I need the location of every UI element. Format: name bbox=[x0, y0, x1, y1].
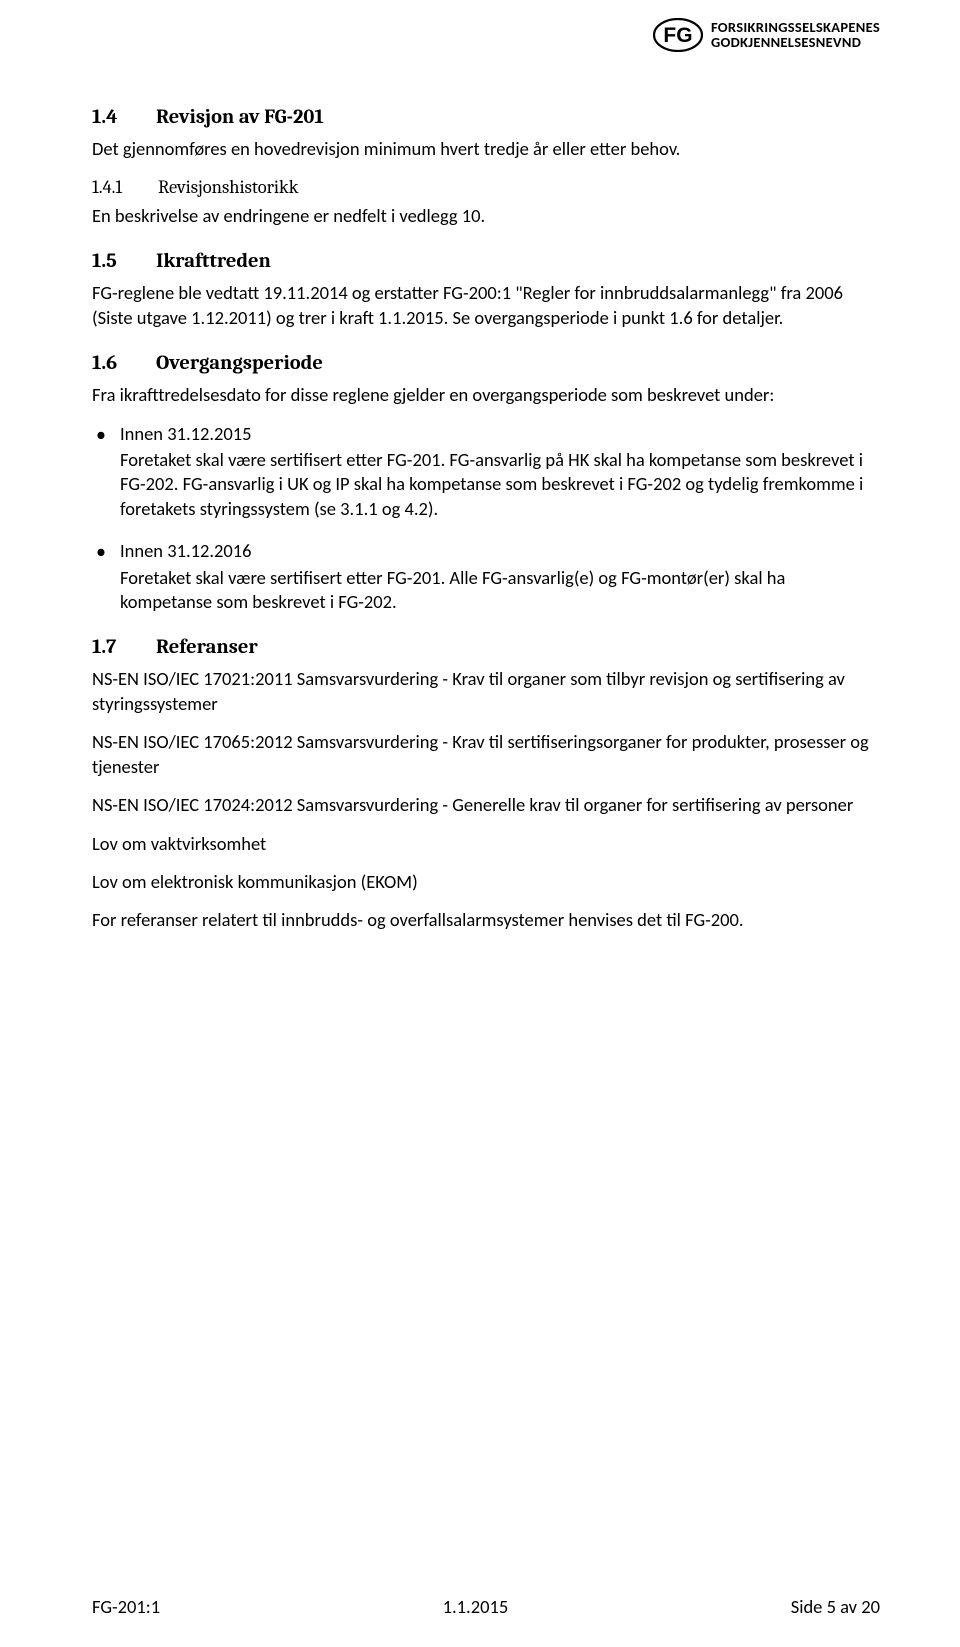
footer-center: 1.1.2015 bbox=[443, 1595, 509, 1619]
list-item-body: Foretaket skal være sertifisert etter FG… bbox=[120, 566, 880, 615]
footer-left: FG-201:1 bbox=[92, 1595, 160, 1619]
paragraph: Lov om elektronisk kommunikasjon (EKOM) bbox=[92, 870, 880, 894]
paragraph: NS-EN ISO/IEC 17021:2011 Samsvarsvurderi… bbox=[92, 667, 880, 716]
paragraph: FG-reglene ble vedtatt 19.11.2014 og ers… bbox=[92, 281, 880, 330]
heading-1-4-1: 1.4.1 Revisjonshistorikk bbox=[92, 175, 880, 199]
brand-line2: GODKJENNELSESNEVND bbox=[711, 35, 880, 50]
heading-number: 1.7 bbox=[92, 634, 130, 661]
paragraph: NS-EN ISO/IEC 17065:2012 Samsvarsvurderi… bbox=[92, 730, 880, 779]
heading-number: 1.6 bbox=[92, 350, 130, 377]
list-item: Innen 31.12.2015 Foretaket skal være ser… bbox=[120, 422, 880, 522]
heading-title: Ikrafttreden bbox=[156, 248, 271, 275]
section-1-6: 1.6 Overgangsperiode Fra ikrafttredelses… bbox=[92, 350, 880, 614]
heading-title: Overgangsperiode bbox=[156, 350, 323, 377]
heading-number: 1.4.1 bbox=[92, 175, 140, 199]
brand-text: FORSIKRINGSSELSKAPENES GODKJENNELSESNEVN… bbox=[711, 20, 880, 50]
heading-1-5: 1.5 Ikrafttreden bbox=[92, 248, 880, 275]
paragraph: NS-EN ISO/IEC 17024:2012 Samsvarsvurderi… bbox=[92, 793, 880, 817]
paragraph: En beskrivelse av endringene er nedfelt … bbox=[92, 204, 880, 228]
paragraph: For referanser relatert til innbrudds- o… bbox=[92, 908, 880, 932]
heading-title: Revisjon av FG-201 bbox=[156, 104, 324, 131]
heading-number: 1.4 bbox=[92, 104, 130, 131]
document-body: 1.4 Revisjon av FG-201 Det gjennomføres … bbox=[92, 104, 880, 933]
footer-right: Side 5 av 20 bbox=[791, 1595, 880, 1619]
heading-1-6: 1.6 Overgangsperiode bbox=[92, 350, 880, 377]
heading-title: Revisjonshistorikk bbox=[158, 175, 298, 199]
heading-title: Referanser bbox=[156, 634, 258, 661]
list-item-head: Innen 31.12.2015 bbox=[120, 422, 880, 446]
brand-mark-icon: FG bbox=[653, 18, 703, 52]
section-1-7: 1.7 Referanser NS-EN ISO/IEC 17021:2011 … bbox=[92, 634, 880, 932]
section-1-4: 1.4 Revisjon av FG-201 Det gjennomføres … bbox=[92, 104, 880, 228]
heading-1-4: 1.4 Revisjon av FG-201 bbox=[92, 104, 880, 131]
svg-text:FG: FG bbox=[663, 24, 692, 47]
heading-number: 1.5 bbox=[92, 248, 130, 275]
bullet-list: Innen 31.12.2015 Foretaket skal være ser… bbox=[92, 422, 880, 615]
brand-logo: FG FORSIKRINGSSELSKAPENES GODKJENNELSESN… bbox=[653, 18, 880, 52]
list-item-head: Innen 31.12.2016 bbox=[120, 539, 880, 563]
paragraph: Lov om vaktvirksomhet bbox=[92, 832, 880, 856]
list-item-body: Foretaket skal være sertifisert etter FG… bbox=[120, 448, 880, 521]
paragraph: Fra ikrafttredelsesdato for disse reglen… bbox=[92, 383, 880, 407]
paragraph: Det gjennomføres en hovedrevisjon minimu… bbox=[92, 137, 880, 161]
page-footer: FG-201:1 1.1.2015 Side 5 av 20 bbox=[92, 1595, 880, 1619]
section-1-5: 1.5 Ikrafttreden FG-reglene ble vedtatt … bbox=[92, 248, 880, 330]
heading-1-7: 1.7 Referanser bbox=[92, 634, 880, 661]
list-item: Innen 31.12.2016 Foretaket skal være ser… bbox=[120, 539, 880, 614]
